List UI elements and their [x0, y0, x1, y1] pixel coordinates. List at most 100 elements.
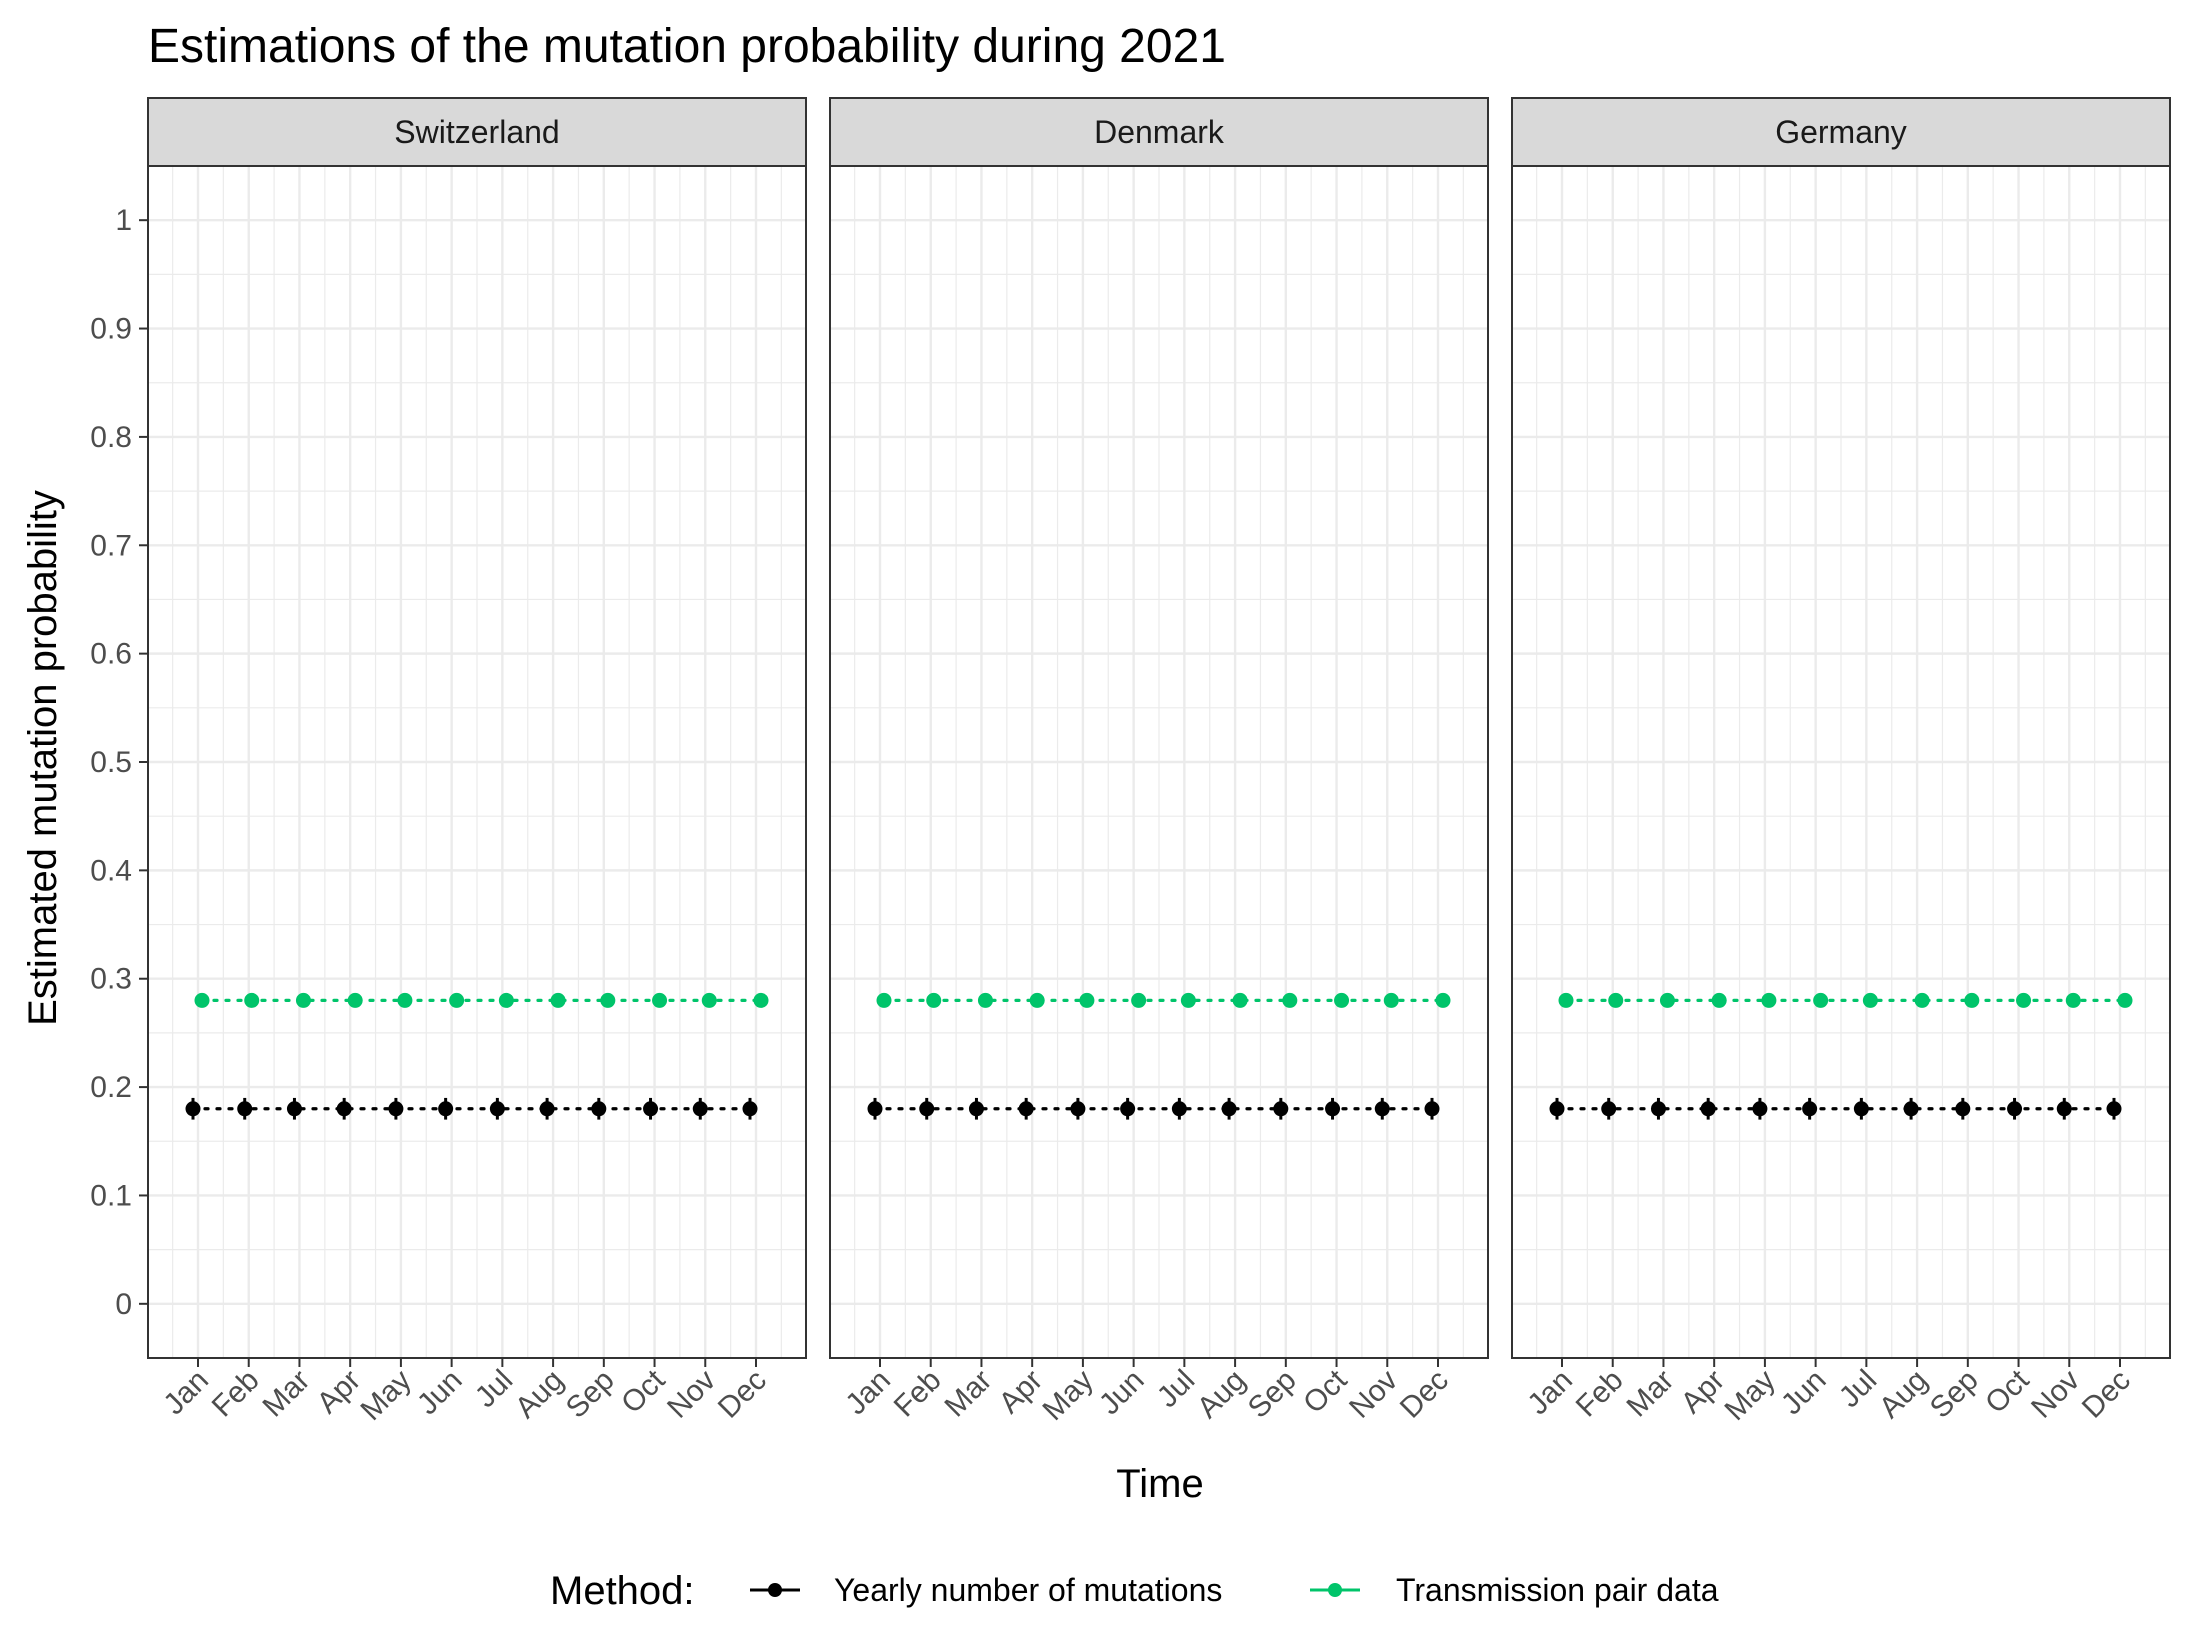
series-yearly: [185, 1097, 758, 1120]
data-point: [397, 992, 413, 1008]
data-point: [600, 992, 616, 1008]
data-point: [194, 992, 210, 1008]
data-point: [742, 1101, 758, 1117]
legend-key-point-yearly: [768, 1583, 782, 1597]
legend-label-transmission: Transmission pair data: [1396, 1572, 1719, 1608]
data-point: [2056, 1101, 2072, 1117]
data-point: [1955, 1101, 1971, 1117]
data-point: [2106, 1101, 2122, 1117]
data-point: [1079, 992, 1095, 1008]
data-point: [295, 992, 311, 1008]
data-point: [1853, 1101, 1869, 1117]
y-tick-label: 0.4: [90, 854, 132, 887]
data-point: [1029, 992, 1045, 1008]
strip-label: Switzerland: [394, 114, 559, 150]
data-point: [692, 1101, 708, 1117]
strip-background: [1511, 97, 2171, 167]
gridlines: [148, 165, 806, 1359]
data-point: [1914, 992, 1930, 1008]
y-tick-label: 0: [115, 1288, 132, 1321]
data-point: [2007, 1101, 2023, 1117]
y-tick-label: 0.2: [90, 1071, 132, 1104]
y-tick-label: 0.3: [90, 963, 132, 996]
legend-title: Method:: [550, 1569, 695, 1613]
data-point: [1171, 1101, 1187, 1117]
series-transmission: [1558, 992, 2133, 1008]
data-point: [498, 992, 514, 1008]
data-point: [1700, 1101, 1716, 1117]
data-point: [1549, 1101, 1565, 1117]
data-point: [489, 1101, 505, 1117]
data-point: [1650, 1101, 1666, 1117]
data-point: [1180, 992, 1196, 1008]
data-point: [1761, 992, 1777, 1008]
data-point: [876, 992, 892, 1008]
data-point: [1558, 992, 1574, 1008]
legend-key-yearly: [750, 1583, 800, 1597]
data-point: [1334, 992, 1350, 1008]
data-point: [1018, 1101, 1034, 1117]
data-point: [2117, 992, 2133, 1008]
legend: Method: Yearly number of mutations Trans…: [550, 1569, 1719, 1613]
data-point: [2016, 992, 2032, 1008]
data-point: [968, 1101, 984, 1117]
facet-strip: Germany: [1511, 97, 2171, 167]
data-point: [1070, 1101, 1086, 1117]
gridlines: [1512, 165, 2170, 1359]
data-point: [1221, 1101, 1237, 1117]
y-tick-label: 0.1: [90, 1179, 132, 1212]
x-axis-title: Time: [1116, 1462, 1203, 1506]
data-point: [1903, 1101, 1919, 1117]
data-point: [1435, 992, 1451, 1008]
data-point: [701, 992, 717, 1008]
y-axis: 0 0.1 0.2 0.3 0.4 0.5 0.6 0.7 0.8 0.9 1: [90, 204, 148, 1321]
data-point: [237, 1101, 253, 1117]
data-point: [1273, 1101, 1289, 1117]
data-point: [1862, 992, 1878, 1008]
data-point: [1325, 1101, 1341, 1117]
data-point: [347, 992, 363, 1008]
strip-label: Denmark: [1094, 114, 1225, 150]
strip-label: Germany: [1775, 114, 1907, 150]
data-point: [1383, 992, 1399, 1008]
y-tick-label: 1: [115, 204, 132, 237]
data-point: [438, 1101, 454, 1117]
data-point: [1424, 1101, 1440, 1117]
facet-strip: Denmark: [829, 97, 1489, 167]
data-point: [753, 992, 769, 1008]
data-point: [1601, 1101, 1617, 1117]
y-axis-title: Estimated mutation probability: [21, 490, 65, 1026]
data-point: [1282, 992, 1298, 1008]
series-yearly: [867, 1097, 1440, 1120]
facet-strip: Switzerland: [147, 97, 807, 167]
strip-background: [147, 97, 807, 167]
data-point: [550, 992, 566, 1008]
series-yearly: [1549, 1097, 2122, 1120]
chart-title: Estimations of the mutation probability …: [148, 20, 1226, 73]
y-tick-label: 0.6: [90, 638, 132, 671]
legend-key-point-transmission: [1328, 1583, 1342, 1597]
data-point: [1374, 1101, 1390, 1117]
data-point: [388, 1101, 404, 1117]
y-tick-label: 0.5: [90, 746, 132, 779]
data-point: [1964, 992, 1980, 1008]
data-point: [1131, 992, 1147, 1008]
data-point: [336, 1101, 352, 1117]
y-tick-label: 0.9: [90, 313, 132, 346]
y-tick-label: 0.7: [90, 529, 132, 562]
data-point: [643, 1101, 659, 1117]
data-point: [2065, 992, 2081, 1008]
data-point: [1752, 1101, 1768, 1117]
data-point: [1232, 992, 1248, 1008]
data-point: [591, 1101, 607, 1117]
data-point: [286, 1101, 302, 1117]
strip-background: [829, 97, 1489, 167]
legend-label-yearly: Yearly number of mutations: [834, 1572, 1222, 1608]
data-point: [185, 1101, 201, 1117]
data-point: [1813, 992, 1829, 1008]
